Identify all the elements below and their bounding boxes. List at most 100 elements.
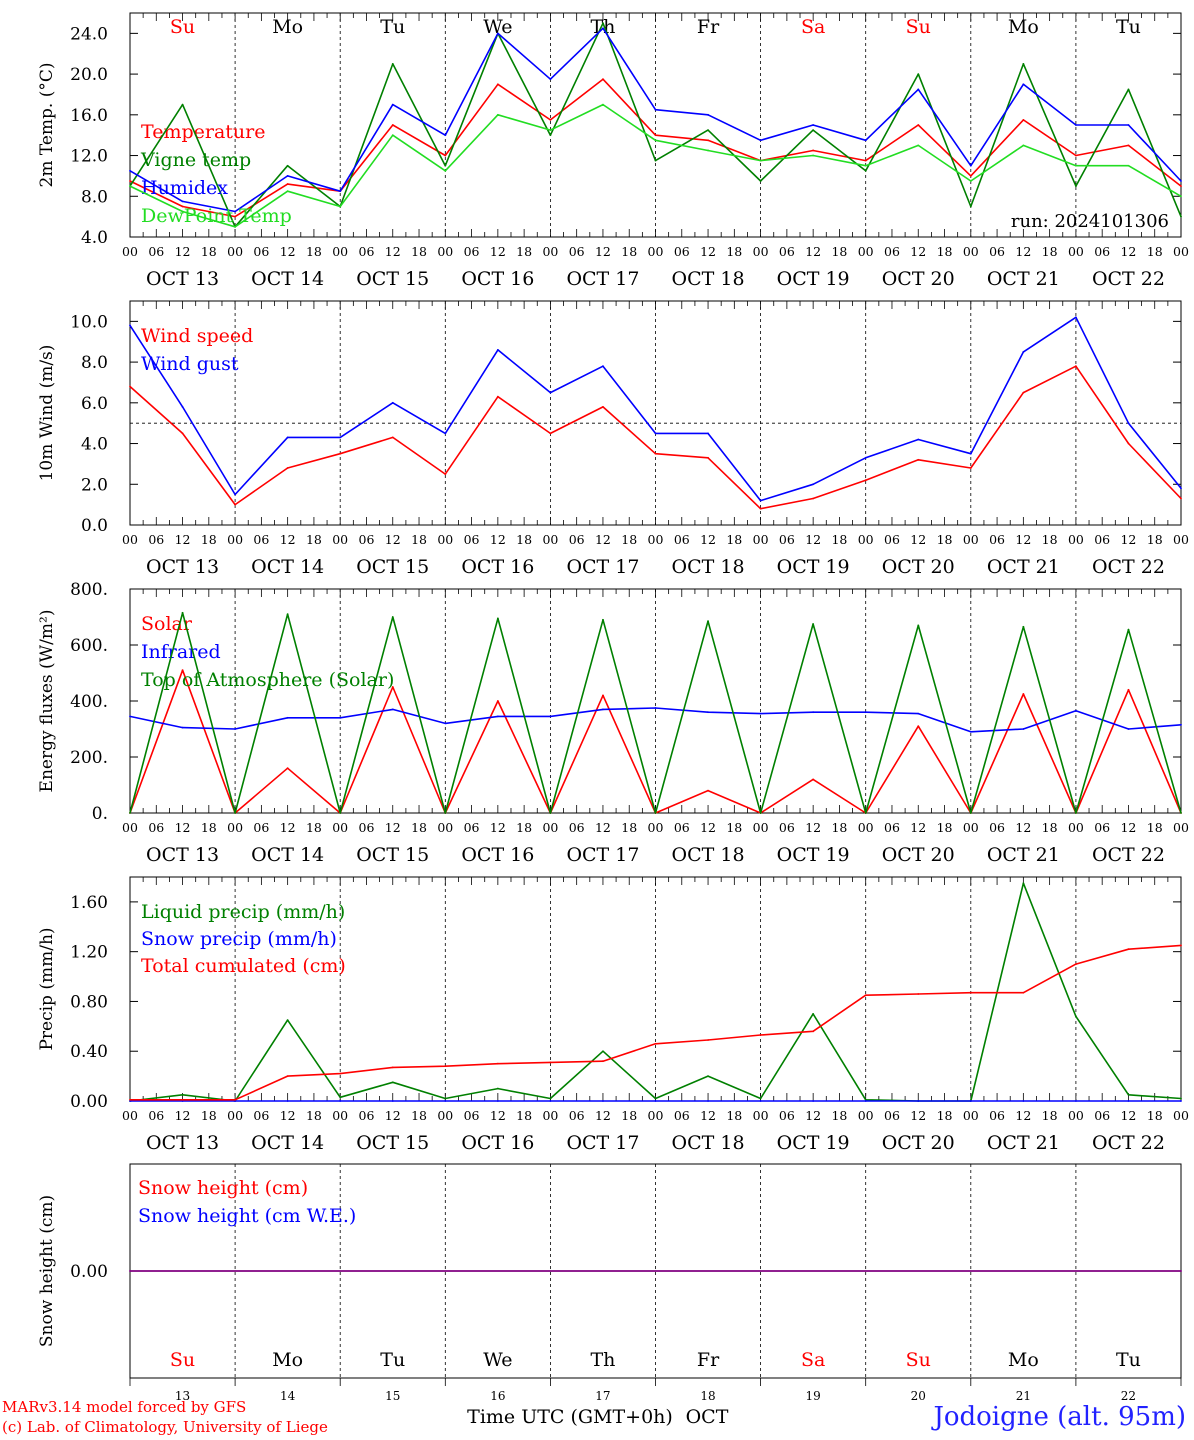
hour-tick-label: 00 [227,1108,243,1123]
data-point [812,149,815,152]
data-point [339,1100,342,1102]
data-point [1022,882,1025,885]
date-label: OCT 22 [1092,556,1165,578]
day-number-label: 22 [1121,1389,1136,1403]
hour-tick-label: 12 [490,244,506,259]
data-point [496,348,499,351]
date-label: OCT 20 [882,268,955,290]
hour-tick-label: 18 [411,532,427,547]
hour-tick-label: 00 [753,532,769,547]
hour-tick-label: 00 [1173,820,1189,835]
data-point [759,1100,762,1102]
hour-tick-label: 12 [595,1108,611,1123]
data-point [1127,124,1130,126]
hour-tick-label: 18 [306,820,322,835]
data-point [444,154,447,157]
date-label: OCT 20 [882,844,955,866]
data-point [1075,1015,1077,1018]
date-label: OCT 18 [672,556,745,578]
hour-tick-label: 18 [1147,820,1163,835]
data-point [1022,1100,1025,1102]
hour-tick-label: 12 [910,1108,926,1123]
day-number-label: 21 [1016,1389,1031,1403]
data-point [181,1098,184,1101]
data-point [444,473,447,475]
data-point [286,164,289,167]
legend-entry: Wind gust [141,353,239,375]
data-point [602,405,604,408]
date-label: OCT 15 [356,1132,429,1154]
day-abbr-label: We [483,16,512,38]
data-point [654,1097,657,1100]
day-number-label: 19 [806,1389,821,1403]
date-label: OCT 16 [461,268,534,290]
hour-tick-label: 18 [831,1108,847,1123]
data-point [864,169,867,172]
hour-tick-label: 18 [937,532,953,547]
data-point [549,1061,552,1064]
y-axis-label: Snow height (cm) [37,1195,57,1347]
hour-tick-label: 00 [648,244,664,259]
day-number-label: 20 [911,1389,926,1403]
hour-tick-label: 12 [490,532,506,547]
y-tick-label: 1.20 [70,943,108,963]
day-abbr-label: Mo [1008,16,1039,38]
data-point [1127,164,1130,167]
data-point [969,1100,972,1102]
data-point [129,169,131,172]
hour-tick-label: 12 [805,532,821,547]
data-point [391,103,394,106]
data-point [1127,728,1130,730]
data-point [917,88,920,91]
hour-tick-label: 00 [227,820,243,835]
data-point [286,183,289,185]
hour-tick-label: 06 [359,244,375,259]
hour-tick-label: 18 [201,532,217,547]
hour-tick-label: 00 [858,532,874,547]
hour-tick-label: 12 [280,532,296,547]
hour-tick-label: 06 [779,244,795,259]
data-point [286,1019,289,1022]
hour-tick-label: 18 [621,1108,637,1123]
hour-tick-label: 06 [989,820,1005,835]
hour-tick-label: 18 [621,820,637,835]
date-label: OCT 22 [1092,844,1165,866]
day-number-label: 13 [175,1389,190,1403]
hour-tick-label: 18 [1042,244,1058,259]
hour-tick-label: 00 [542,532,558,547]
hour-tick-label: 12 [700,1108,716,1123]
data-point [812,154,815,157]
y-axis-label: 2m Temp. (°C) [37,62,57,187]
data-point [391,1100,394,1102]
station-name: Jodoigne (alt. 95m) [933,1402,1186,1432]
data-point [129,180,131,182]
hour-tick-label: 18 [411,820,427,835]
data-point [496,700,499,702]
date-label: OCT 21 [987,556,1060,578]
plot-frame [129,300,1182,526]
hour-tick-label: 12 [1120,820,1136,835]
data-point [129,385,131,388]
hour-tick-label: 18 [411,1108,427,1123]
hour-tick-label: 00 [332,532,348,547]
hour-tick-label: 00 [1068,244,1084,259]
data-point [812,129,815,131]
data-point [654,1100,657,1102]
data-point [759,1097,762,1100]
hour-tick-label: 00 [963,1108,979,1123]
data-point [812,711,815,714]
data-point [654,707,657,709]
data-point [444,432,447,435]
model-credit-line1: MARv3.14 model forced by GFS [2,1398,247,1416]
data-point [1075,812,1077,814]
hour-tick-label: 00 [1068,532,1084,547]
data-point [759,1034,762,1036]
data-point [234,728,237,730]
day-abbr-label: Tu [380,1349,405,1371]
data-point [1075,124,1077,126]
data-point [1180,180,1182,182]
data-point [286,436,289,439]
day-abbr-label: Su [906,16,931,38]
y-tick-label: 10.0 [70,312,108,332]
data-point [1180,723,1182,726]
